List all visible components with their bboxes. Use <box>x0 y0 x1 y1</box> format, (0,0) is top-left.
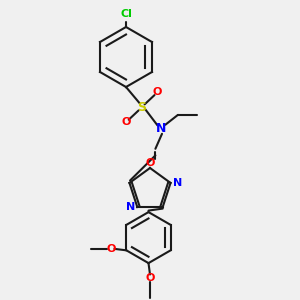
Text: O: O <box>145 273 155 283</box>
Text: O: O <box>145 158 155 168</box>
Text: O: O <box>152 87 162 98</box>
Text: O: O <box>121 117 131 128</box>
Text: N: N <box>156 122 167 135</box>
Text: N: N <box>172 178 182 188</box>
Text: O: O <box>106 244 116 254</box>
Text: Cl: Cl <box>120 9 132 19</box>
Text: N: N <box>126 202 135 212</box>
Text: S: S <box>137 101 146 114</box>
